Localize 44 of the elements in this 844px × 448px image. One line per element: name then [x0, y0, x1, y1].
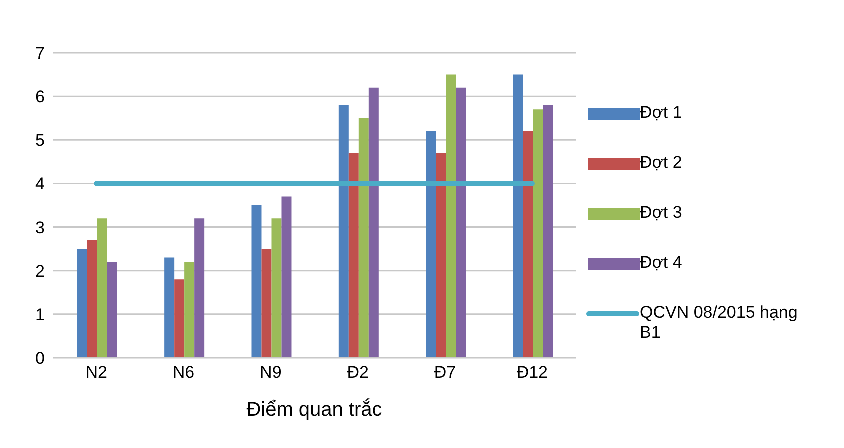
legend-label: Đợt 4 [640, 253, 682, 273]
bar [446, 74, 456, 358]
bar [174, 280, 185, 358]
x-axis-title: Điểm quan trắc [246, 398, 382, 421]
bar [533, 110, 544, 358]
x-tick-label: N6 [172, 363, 195, 382]
bar [252, 206, 262, 358]
bar [194, 218, 205, 358]
y-tick-label: 6 [36, 88, 45, 107]
bar [436, 153, 446, 358]
bar [338, 105, 349, 358]
bar [282, 196, 292, 358]
y-tick-label: 7 [36, 44, 45, 64]
bar [184, 262, 195, 358]
legend-label: Đợt 1 [640, 103, 682, 123]
y-tick-label: 0 [36, 349, 45, 368]
bar [456, 88, 466, 358]
bar [164, 258, 175, 358]
y-tick-label: 4 [36, 174, 45, 194]
y-tick-label: 5 [36, 131, 45, 150]
bar [348, 153, 359, 358]
bar [97, 218, 108, 358]
x-tick-label: Đ12 [516, 363, 548, 382]
legend-label: Đợt 2 [640, 153, 682, 173]
legend-label: Đợt 3 [640, 203, 682, 223]
bar [87, 240, 98, 358]
bar [513, 74, 524, 358]
bar [543, 105, 554, 358]
bar [272, 218, 282, 358]
bar [358, 118, 369, 358]
y-tick-label: 2 [36, 262, 45, 281]
x-tick-label: Đ7 [434, 363, 456, 382]
x-tick-label: Đ2 [347, 363, 369, 382]
bar [426, 131, 436, 358]
legend-label: QCVN 08/2015 hạng B1 [640, 303, 799, 343]
bar [77, 249, 88, 358]
y-tick-label: 1 [36, 305, 45, 324]
bar [523, 131, 534, 358]
x-tick-label: N2 [86, 363, 108, 382]
bar [262, 249, 272, 358]
y-tick-label: 3 [36, 218, 45, 238]
x-tick-label: N9 [260, 363, 282, 382]
bar [107, 262, 118, 358]
bar [368, 88, 379, 358]
